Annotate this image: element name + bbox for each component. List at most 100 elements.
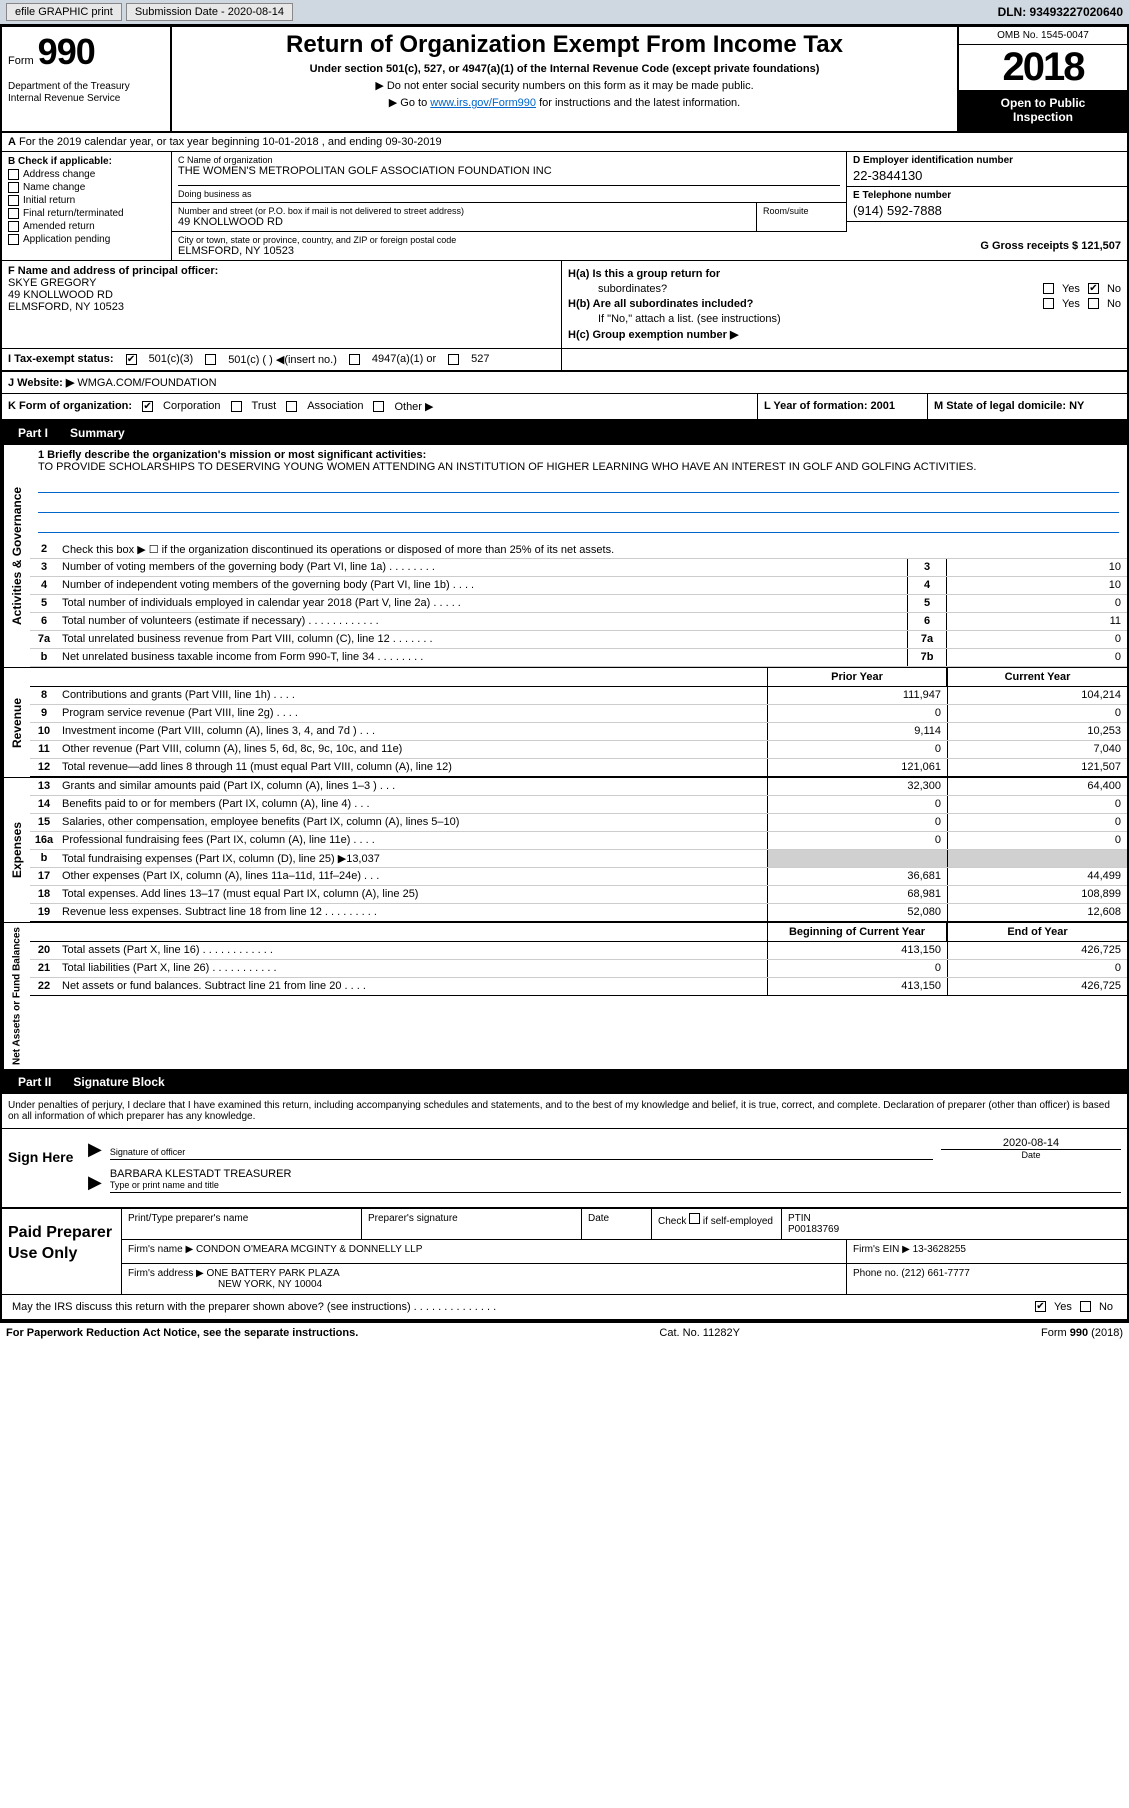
prep-selfemp: Check if self-employed	[652, 1209, 782, 1239]
line-num: 5	[30, 597, 58, 609]
501c3-checkbox[interactable]	[126, 354, 137, 365]
sig-name: BARBARA KLESTADT TREASURER	[110, 1168, 1121, 1180]
current-value: 0	[947, 705, 1127, 722]
501c-checkbox[interactable]	[205, 354, 216, 365]
discuss-yes-checkbox[interactable]	[1035, 1301, 1046, 1312]
line-box: 3	[907, 559, 947, 576]
line-text: Salaries, other compensation, employee b…	[58, 814, 767, 830]
line-box: 7a	[907, 631, 947, 648]
527-checkbox[interactable]	[448, 354, 459, 365]
header-center: Return of Organization Exempt From Incom…	[172, 27, 957, 131]
b-checkbox-3[interactable]	[8, 208, 19, 219]
line-box: 4	[907, 577, 947, 594]
line-text: Number of independent voting members of …	[58, 577, 907, 593]
line-text: Other expenses (Part IX, column (A), lin…	[58, 868, 767, 884]
line-num: 14	[30, 798, 58, 810]
ha-yes-checkbox[interactable]	[1043, 283, 1054, 294]
part1-header: Part I Summary	[2, 421, 1127, 445]
signature-block: Sign Here ▶ Signature of officer 2020-08…	[2, 1129, 1127, 1209]
corp-checkbox[interactable]	[142, 401, 153, 412]
hb-no-checkbox[interactable]	[1088, 298, 1099, 309]
line-num: 4	[30, 579, 58, 591]
section-deg: D Employer identification number 22-3844…	[847, 152, 1127, 260]
line-box: 5	[907, 595, 947, 612]
b-checkbox-1[interactable]	[8, 182, 19, 193]
form-header: Form 990 Department of the Treasury Inte…	[2, 27, 1127, 133]
line-num: 16a	[30, 834, 58, 846]
topbar: efile GRAPHIC print Submission Date - 20…	[0, 0, 1129, 25]
declaration: Under penalties of perjury, I declare th…	[2, 1094, 1127, 1129]
dba-label: Doing business as	[178, 189, 840, 199]
line-num: b	[30, 651, 58, 663]
section-ij: I Tax-exempt status: 501(c)(3) 501(c) ( …	[2, 349, 1127, 372]
current-value: 7,040	[947, 741, 1127, 758]
discuss-no-checkbox[interactable]	[1080, 1301, 1091, 1312]
city-label: City or town, state or province, country…	[178, 235, 841, 245]
trust-checkbox[interactable]	[231, 401, 242, 412]
line-text: Total fundraising expenses (Part IX, col…	[58, 850, 767, 867]
form-number: 990	[38, 31, 95, 73]
line-value: 0	[947, 595, 1127, 612]
current-value: 426,725	[947, 942, 1127, 959]
line-box: 7b	[907, 649, 947, 666]
prior-value: 52,080	[767, 904, 947, 921]
prior-value: 413,150	[767, 942, 947, 959]
4947-checkbox[interactable]	[349, 354, 360, 365]
current-value: 44,499	[947, 868, 1127, 885]
current-value: 426,725	[947, 978, 1127, 995]
b-label-5: Application pending	[23, 234, 110, 245]
footer: For Paperwork Reduction Act Notice, see …	[0, 1322, 1129, 1343]
section-m: M State of legal domicile: NY	[927, 394, 1127, 419]
subtitle: Under section 501(c), 527, or 4947(a)(1)…	[180, 63, 949, 75]
org-name-label: C Name of organization	[178, 155, 840, 165]
selfemp-checkbox[interactable]	[689, 1213, 700, 1224]
name-arrow-icon: ▶	[88, 1172, 102, 1193]
ein-value: 22-3844130	[853, 168, 1121, 183]
prior-value: 0	[767, 814, 947, 831]
ptin-label: PTIN	[788, 1213, 1121, 1224]
line-value: 10	[947, 577, 1127, 594]
line-box: 6	[907, 613, 947, 630]
current-value: 0	[947, 796, 1127, 813]
submission-date-button[interactable]: Submission Date - 2020-08-14	[126, 3, 293, 21]
line-text: Program service revenue (Part VIII, line…	[58, 705, 767, 721]
section-bcdeg: B Check if applicable: Address changeNam…	[2, 152, 1127, 261]
line-text: Total assets (Part X, line 16) . . . . .…	[58, 942, 767, 958]
efile-button[interactable]: efile GRAPHIC print	[6, 3, 122, 21]
line-num: 7a	[30, 633, 58, 645]
b-label-3: Final return/terminated	[23, 208, 124, 219]
firm-addr1: ONE BATTERY PARK PLAZA	[207, 1268, 340, 1279]
period-row: A For the 2019 calendar year, or tax yea…	[2, 133, 1127, 152]
expenses-section: Expenses 13 Grants and similar amounts p…	[2, 778, 1127, 923]
prior-year-header: Prior Year	[767, 668, 947, 686]
ha-no-checkbox[interactable]	[1088, 283, 1099, 294]
section-fh: F Name and address of principal officer:…	[2, 261, 1127, 349]
line-value: 11	[947, 613, 1127, 630]
hb-yes-checkbox[interactable]	[1043, 298, 1054, 309]
prep-name-header: Print/Type preparer's name	[122, 1209, 362, 1239]
prior-value: 0	[767, 741, 947, 758]
prior-value: 9,114	[767, 723, 947, 740]
revenue-section: Revenue Prior Year Current Year 8 Contri…	[2, 668, 1127, 778]
assoc-checkbox[interactable]	[286, 401, 297, 412]
other-checkbox[interactable]	[373, 401, 384, 412]
line-text: Number of voting members of the governin…	[58, 559, 907, 575]
irs-link[interactable]: www.irs.gov/Form990	[430, 97, 536, 109]
addr-label: Number and street (or P.O. box if mail i…	[178, 206, 750, 216]
b-checkbox-0[interactable]	[8, 169, 19, 180]
current-value: 108,899	[947, 886, 1127, 903]
officer-addr2: ELMSFORD, NY 10523	[8, 301, 555, 313]
b-checkbox-2[interactable]	[8, 195, 19, 206]
current-value: 121,507	[947, 759, 1127, 776]
b-checkbox-5[interactable]	[8, 234, 19, 245]
line-num: 11	[30, 743, 58, 755]
line-num: 8	[30, 689, 58, 701]
part2-header: Part II Signature Block	[2, 1070, 1127, 1094]
line-num: 21	[30, 962, 58, 974]
current-value: 64,400	[947, 778, 1127, 795]
line-num: 15	[30, 816, 58, 828]
b-checkbox-4[interactable]	[8, 221, 19, 232]
header-right: OMB No. 1545-0047 2018 Open to Public In…	[957, 27, 1127, 131]
footer-right: Form 990 (2018)	[1041, 1327, 1123, 1339]
line-text: Net unrelated business taxable income fr…	[58, 649, 907, 665]
